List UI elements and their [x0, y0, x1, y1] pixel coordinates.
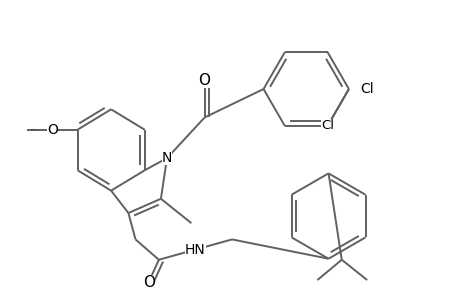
Text: HN: HN [185, 243, 205, 256]
Text: Cl: Cl [320, 119, 333, 133]
Text: N: N [162, 151, 172, 165]
Text: Cl: Cl [359, 82, 373, 96]
Text: O: O [142, 274, 154, 290]
Text: O: O [198, 74, 210, 88]
Text: N: N [162, 152, 172, 165]
Text: O: O [199, 74, 210, 88]
Text: Cl: Cl [360, 82, 373, 95]
Text: HN: HN [185, 243, 205, 256]
Text: O: O [47, 123, 57, 137]
Text: O: O [47, 123, 57, 136]
Text: O: O [143, 275, 154, 289]
Text: methoxy: methoxy [31, 129, 37, 130]
